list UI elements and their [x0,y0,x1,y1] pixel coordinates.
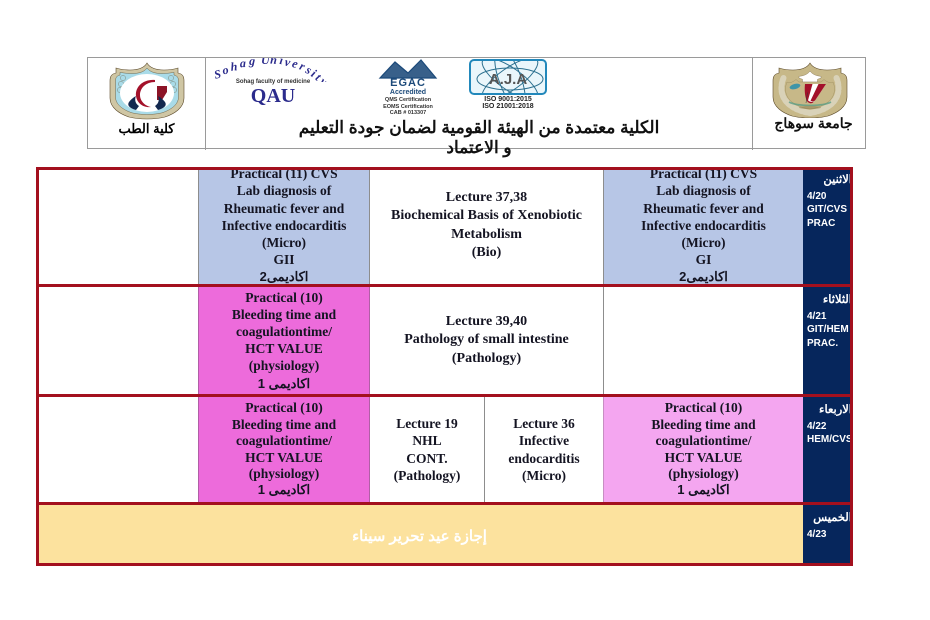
svg-text:n: n [270,58,278,67]
svg-text:a: a [240,58,246,70]
svg-text:h: h [230,59,238,74]
svg-text:g: g [248,58,255,68]
svg-text:o: o [221,63,229,78]
